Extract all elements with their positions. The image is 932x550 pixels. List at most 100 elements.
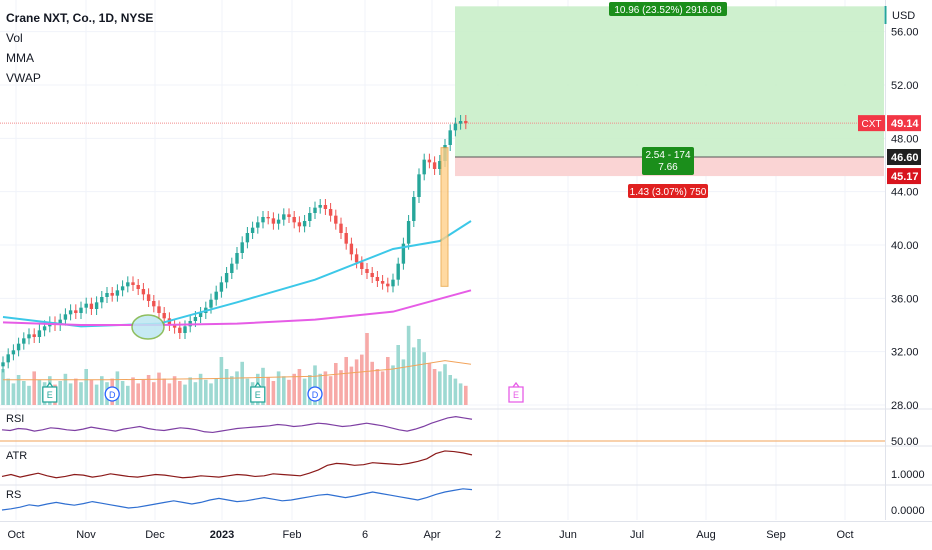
candle bbox=[339, 223, 343, 233]
target-label: 10.96 (23.52%) 2916.08 bbox=[614, 5, 722, 16]
candle bbox=[297, 222, 302, 227]
candle bbox=[271, 218, 276, 224]
volume-bar bbox=[287, 379, 291, 405]
volume-bar bbox=[396, 345, 400, 405]
candle bbox=[323, 205, 328, 209]
y-tick-label: 56.00 bbox=[891, 27, 919, 39]
marker-label: E bbox=[255, 390, 261, 400]
volume-bar bbox=[230, 376, 234, 405]
volume-bar bbox=[89, 379, 94, 405]
candle bbox=[37, 330, 42, 337]
candle bbox=[126, 282, 130, 287]
rs-level-label: 0.0000 bbox=[891, 505, 925, 517]
y-tick-label: 44.00 bbox=[891, 187, 919, 199]
candle bbox=[292, 217, 296, 223]
volume-bar bbox=[162, 378, 166, 405]
candle bbox=[302, 221, 307, 227]
volume-bar bbox=[349, 366, 354, 405]
price-tag-value: 46.60 bbox=[891, 152, 919, 164]
volume-bar bbox=[360, 354, 364, 405]
candle bbox=[136, 285, 140, 289]
price-axis[interactable]: USD 28.00 32.00 36.00 40.00 44.00 48.00 52.00 56… bbox=[858, 0, 921, 520]
price-tag-value: 49.14 bbox=[891, 118, 919, 130]
volume-bar bbox=[339, 370, 343, 405]
dividend-marker-icon bbox=[104, 386, 120, 402]
candle bbox=[152, 301, 156, 307]
candle bbox=[344, 233, 348, 244]
candle bbox=[6, 354, 10, 363]
candle bbox=[105, 293, 109, 297]
volume-bar bbox=[391, 365, 395, 405]
candle bbox=[89, 303, 94, 309]
atr-level-label: 1.0000 bbox=[891, 469, 925, 481]
marker-label: E bbox=[47, 390, 53, 400]
symbol-title[interactable]: Crane NXT, Co., 1D, NYSE bbox=[6, 11, 154, 25]
candle bbox=[178, 327, 182, 333]
profit-zone bbox=[455, 6, 884, 158]
dividend-marker-icon bbox=[307, 386, 323, 402]
volume-bar bbox=[370, 361, 374, 405]
volume-bar bbox=[204, 379, 208, 405]
candle bbox=[380, 281, 385, 284]
candle bbox=[110, 293, 114, 296]
volume-bar bbox=[152, 382, 156, 405]
volume-bar bbox=[235, 371, 239, 405]
rsi-line bbox=[1, 415, 473, 434]
volume-bar bbox=[136, 383, 140, 405]
volume-bar bbox=[178, 381, 182, 405]
candle bbox=[230, 263, 234, 273]
price-tag bbox=[887, 149, 921, 165]
volume-bar bbox=[443, 364, 447, 405]
position-center-label: 2.54 - 174 bbox=[645, 150, 690, 161]
candle bbox=[417, 174, 421, 197]
candle bbox=[360, 262, 364, 269]
candle bbox=[224, 273, 229, 283]
chart-legend: Crane NXT, Co., 1D, NYSE Vol MMA VWAP bbox=[6, 8, 153, 88]
volume-bar bbox=[79, 382, 83, 405]
candle bbox=[240, 242, 244, 253]
volume-bar bbox=[292, 373, 296, 405]
volume-bar bbox=[240, 361, 244, 405]
candle bbox=[115, 290, 120, 296]
indicator-mma[interactable]: MMA bbox=[6, 51, 34, 65]
candle bbox=[427, 159, 432, 163]
ma-magenta-line bbox=[2, 289, 472, 326]
candle bbox=[261, 217, 265, 223]
volume-bar bbox=[1, 369, 5, 405]
candle bbox=[396, 263, 400, 280]
candle bbox=[131, 282, 135, 285]
candle bbox=[79, 307, 83, 313]
volume-bar bbox=[141, 379, 146, 405]
x-tick-label: Apr bbox=[423, 529, 440, 541]
volume-bar bbox=[16, 375, 21, 405]
rsi-label: RSI bbox=[6, 413, 24, 425]
candle bbox=[432, 162, 437, 169]
y-tick-label: 48.00 bbox=[891, 133, 919, 145]
indicator-vwap[interactable]: VWAP bbox=[6, 71, 41, 85]
earnings-marker-icon bbox=[250, 381, 266, 403]
volume-bar bbox=[6, 378, 10, 405]
candle bbox=[386, 283, 390, 287]
indicator-vol[interactable]: Vol bbox=[6, 31, 23, 45]
volume-bar bbox=[302, 378, 307, 405]
volume-bar bbox=[131, 377, 135, 405]
candle bbox=[162, 313, 166, 319]
earnings-marker-icon bbox=[508, 381, 524, 403]
candle bbox=[1, 362, 5, 367]
candle bbox=[193, 317, 198, 321]
candle bbox=[464, 121, 468, 124]
candle bbox=[245, 233, 250, 243]
volume-bar bbox=[412, 347, 416, 405]
candle bbox=[68, 310, 73, 315]
rsi-level-label: 50.00 bbox=[891, 436, 919, 448]
volume-bar bbox=[84, 369, 88, 405]
candle bbox=[42, 326, 47, 331]
volume-bar bbox=[214, 378, 218, 405]
volume-bar bbox=[276, 371, 281, 405]
time-axis[interactable]: Oct Nov Dec 2023 Feb 6 Apr 2 Jun Jul Aug Sep Oct bbox=[0, 521, 932, 542]
indicator-panes: RSI 50.00 ATR 1.0000 RS 0.0000 bbox=[0, 408, 932, 517]
target-label-bg bbox=[609, 2, 727, 16]
